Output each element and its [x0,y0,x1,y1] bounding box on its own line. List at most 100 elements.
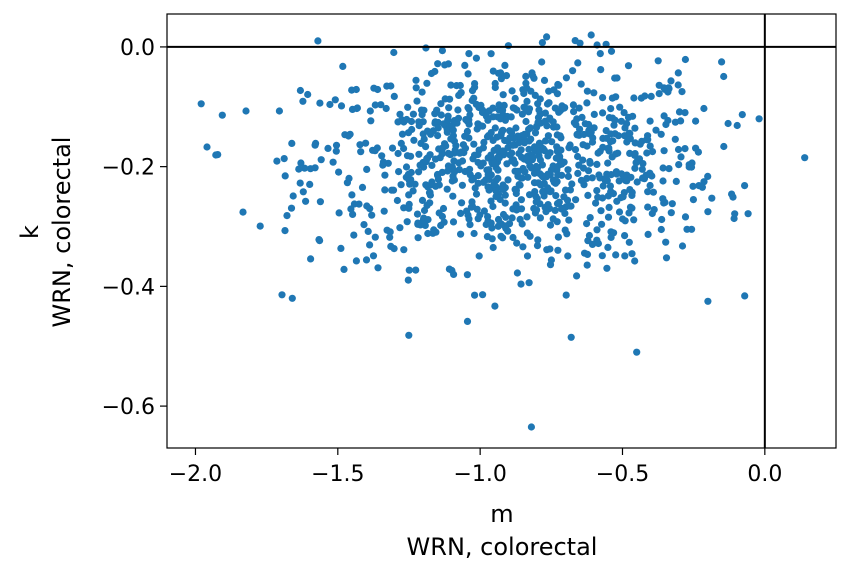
scatter-point [337,244,345,252]
scatter-point [525,279,533,287]
scatter-point [413,97,421,105]
scatter-point [438,212,446,221]
scatter-point [522,79,530,87]
scatter-point [378,152,386,160]
scatter-point [450,270,458,278]
x-tick-label: −2.0 [169,462,222,487]
scatter-point [466,111,474,119]
scatter-point [394,149,402,158]
scatter-point [397,181,405,189]
scatter-point [552,192,560,200]
scatter-point [511,159,519,167]
scatter-point [337,102,346,110]
scatter-point [280,155,288,163]
scatter-point [527,135,535,143]
scatter-point [524,173,532,181]
scatter-point [405,204,413,212]
scatter-point [332,147,340,155]
scatter-point [546,115,554,123]
scatter-point [664,88,672,96]
scatter-point [574,169,582,177]
scatter-point [603,264,611,272]
scatter-point [332,141,341,149]
scatter-point [218,111,226,119]
scatter-point [491,302,499,310]
scatter-point [304,90,312,99]
scatter-point [416,161,424,169]
scatter-point [523,229,532,237]
scatter-point [523,155,531,163]
scatter-point [588,138,597,146]
scatter-point [288,294,296,302]
scatter-point [438,168,446,176]
scatter-point [418,196,427,204]
scatter-point [602,174,610,182]
scatter-point [573,131,581,139]
scatter-point [523,97,531,105]
scatter-point [408,125,416,134]
scatter-point [588,174,596,182]
scatter-point [662,238,670,246]
scatter-point [674,81,682,89]
scatter-point [683,225,691,233]
scatter-point [551,206,559,214]
scatter-point [561,226,569,234]
scatter-point [306,180,314,188]
scatter-point [340,265,348,273]
scatter-point [439,204,448,213]
scatter-point [592,199,600,207]
scatter-point [585,120,593,129]
scatter-point [348,86,356,94]
scatter-point [424,229,432,238]
scatter-point [367,117,375,125]
scatter-point [499,91,507,99]
scatter-point [593,187,601,195]
scatter-point [583,250,592,258]
scatter-point [681,109,689,117]
scatter-point [415,122,423,130]
scatter-point [434,175,442,183]
scatter-point [801,154,809,162]
scatter-point [317,156,325,164]
scatter-point [352,257,360,265]
scatter-point [441,61,449,69]
scatter-point [316,198,324,206]
scatter-point [403,115,411,124]
scatter-point [489,243,497,252]
scatter-point [374,264,382,272]
scatter-point [607,105,615,113]
scatter-point [522,105,530,113]
scatter-point [553,200,562,208]
x-axis-label-line1: m [490,500,513,528]
scatter-point [404,103,412,111]
scatter-point [458,181,466,189]
scatter-point [307,255,315,263]
scatter-point [256,222,264,230]
x-axis-ticks: −2.0 −1.5 −1.0 −0.5 0.0 [169,448,782,487]
scatter-point [501,222,509,230]
scatter-point [363,202,371,210]
scatter-point [509,104,517,112]
scatter-point [463,271,471,279]
scatter-point [643,136,651,144]
scatter-point [631,164,639,172]
scatter-point [662,120,670,129]
scatter-point [499,147,507,155]
scatter-point [377,101,385,109]
scatter-point [584,191,592,199]
scatter-point [700,178,708,186]
scatter-point [457,230,465,238]
scatter-point [646,181,654,190]
scatter-point [644,188,652,196]
scatter-point [529,72,537,80]
scatter-point [587,128,595,136]
scatter-point [489,136,497,144]
scatter-point [396,224,404,232]
scatter-point [611,116,619,124]
scatter-point [478,106,487,114]
scatter-point [489,202,497,211]
scatter-point [480,138,488,146]
x-tick-label: −0.5 [596,462,649,487]
scatter-point [583,220,591,228]
